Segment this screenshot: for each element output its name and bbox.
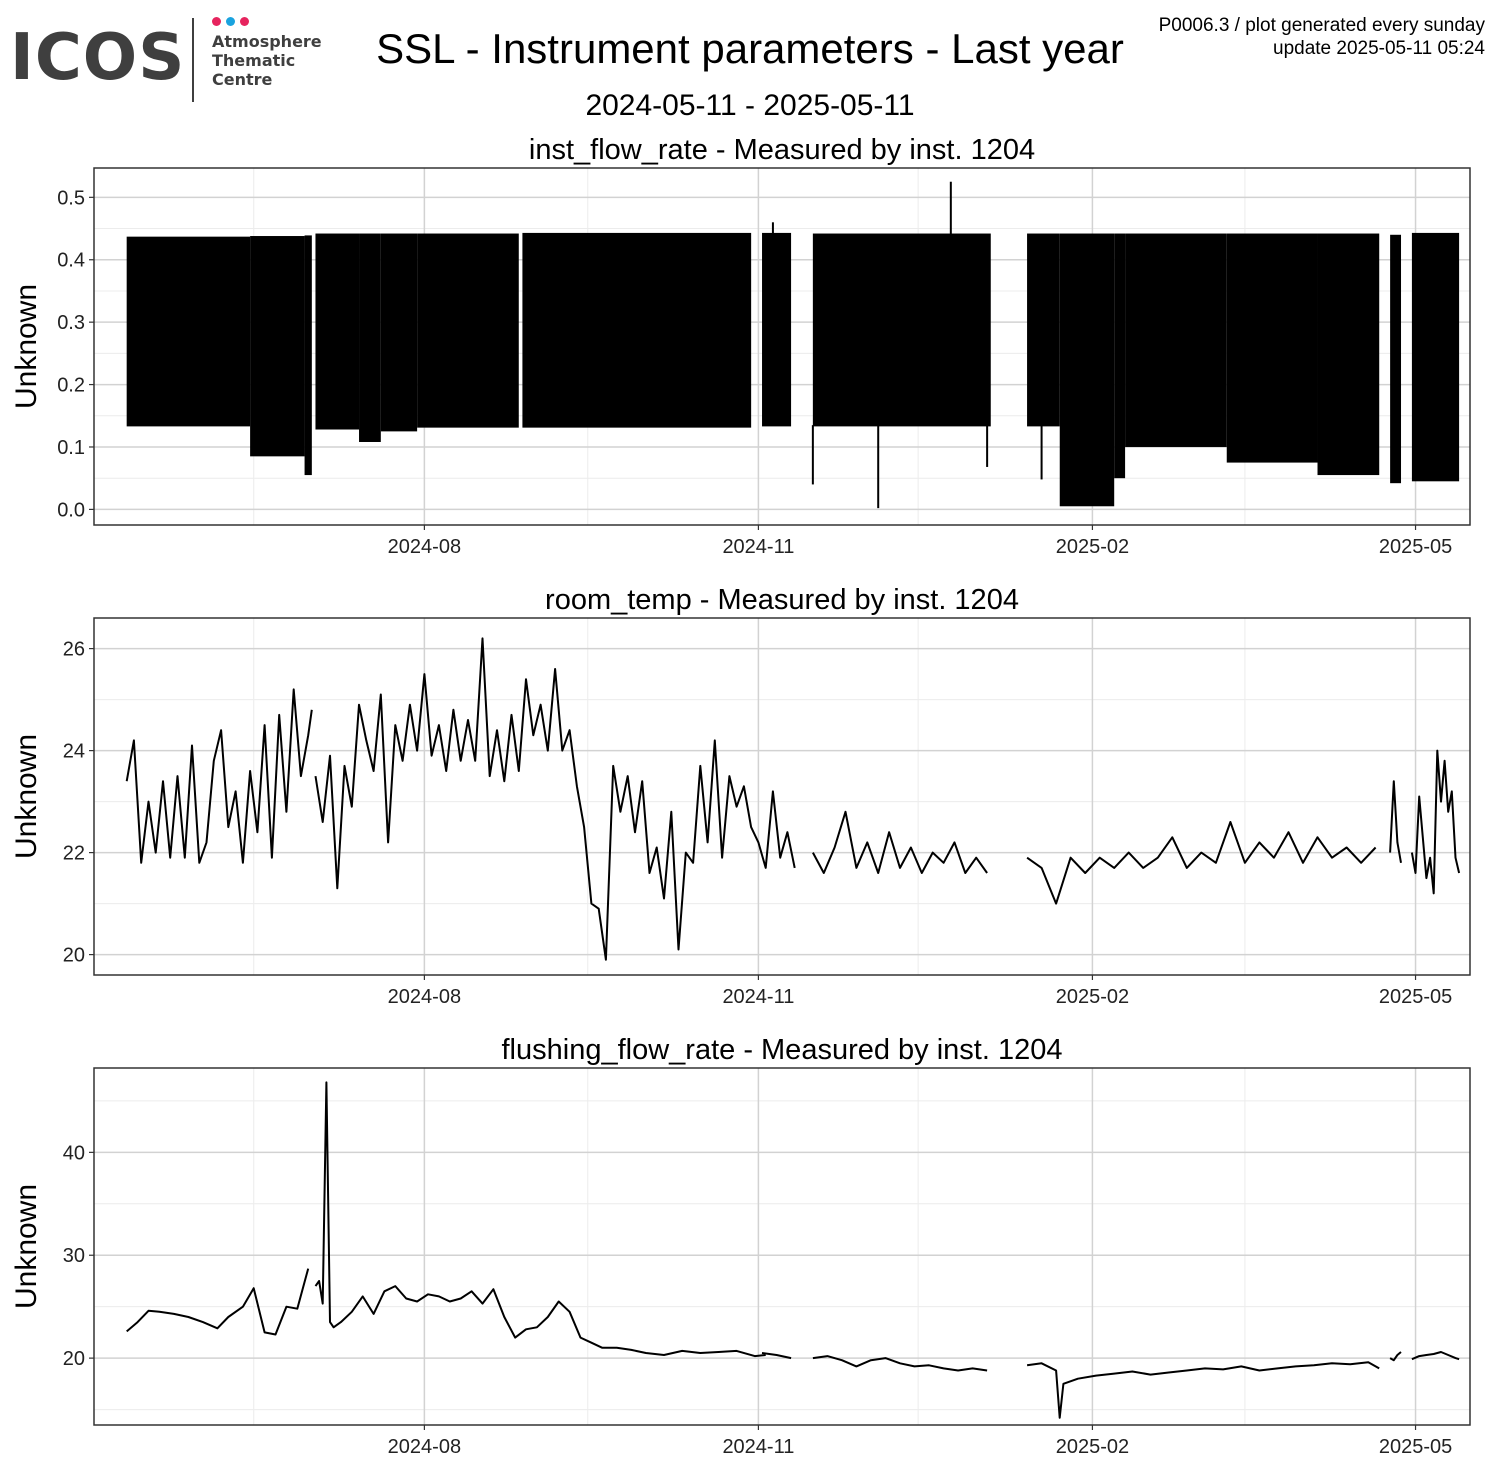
logo-text-line-1: Atmosphere bbox=[212, 32, 322, 51]
x-tick-label: 2024-08 bbox=[388, 536, 461, 558]
y-tick-label: 20 bbox=[63, 945, 85, 967]
y-tick-label: 0.5 bbox=[57, 187, 85, 209]
x-tick-label: 2025-02 bbox=[1056, 536, 1129, 558]
flow-band-segment bbox=[250, 236, 305, 457]
flow-band-segment bbox=[1059, 233, 1115, 507]
y-tick-label: 0.2 bbox=[57, 375, 85, 397]
chart-panel-1: 0.0 0.1 0.2 0.3 0.4 0.5 2024-08 2024-11 2025-02 2… bbox=[10, 134, 1471, 558]
flow-band-segment bbox=[1027, 233, 1060, 427]
logo-dot-1 bbox=[212, 17, 221, 26]
y-tick-label: 26 bbox=[63, 639, 85, 661]
chart-panel-3: 20 30 40 2024-08 2024-11 2025-02 2025-05 flushi… bbox=[10, 1034, 1471, 1458]
series-line-segment bbox=[314, 637, 796, 961]
flow-band-segment bbox=[812, 233, 991, 427]
y-tick-label: 0.0 bbox=[57, 499, 85, 521]
y-tick-label: 0.4 bbox=[57, 250, 85, 272]
flow-band-segment bbox=[359, 233, 381, 442]
series-line-segment bbox=[1389, 780, 1402, 863]
date-range-subtitle: 2024-05-11 - 2025-05-11 bbox=[585, 89, 915, 122]
chart-panel-2: 20 22 24 26 2024-08 2024-11 2025-02 2025-05 room… bbox=[10, 584, 1471, 1008]
panel-border bbox=[93, 1067, 1471, 1426]
update-time-line: update 2025-05-11 05:24 bbox=[1273, 38, 1485, 59]
x-tick-label: 2025-05 bbox=[1379, 1436, 1452, 1458]
panel-border bbox=[93, 167, 1471, 526]
flow-band-segment bbox=[1317, 233, 1380, 476]
x-tick-label: 2025-05 bbox=[1379, 986, 1452, 1008]
panel-title: room_temp - Measured by inst. 1204 bbox=[545, 584, 1019, 616]
flow-band-segment bbox=[380, 233, 418, 432]
y-axis-title: Unknown bbox=[10, 734, 43, 859]
y-tick-label: 40 bbox=[63, 1142, 85, 1164]
x-tick-label: 2024-11 bbox=[722, 986, 794, 1008]
flow-band-segment bbox=[417, 233, 519, 428]
series-line-segment bbox=[1410, 749, 1461, 895]
page-title: SSL - Instrument parameters - Last year bbox=[376, 25, 1124, 72]
series-data bbox=[125, 637, 1461, 961]
y-axis-title: Unknown bbox=[10, 284, 43, 409]
y-tick-label: 20 bbox=[63, 1348, 85, 1370]
series-line-segment bbox=[1026, 1361, 1380, 1419]
y-tick-label: 22 bbox=[63, 843, 85, 865]
series-data bbox=[126, 1081, 1460, 1419]
flow-band-segment bbox=[762, 232, 792, 427]
logo-text-line-3: Centre bbox=[212, 70, 273, 89]
logo-wordmark: ICOS bbox=[10, 21, 186, 95]
generation-info: P0006.3 / plot generated every sunday up… bbox=[1159, 14, 1485, 60]
series-line-segment bbox=[812, 1355, 988, 1372]
x-tick-label: 2024-11 bbox=[722, 1436, 794, 1458]
series-line-segment bbox=[1026, 821, 1377, 905]
x-tick-label: 2024-11 bbox=[722, 536, 794, 558]
logo-divider bbox=[192, 18, 194, 102]
flow-band-segment bbox=[126, 236, 251, 427]
flow-band-segment bbox=[522, 232, 752, 428]
flow-band-segment bbox=[1411, 232, 1460, 482]
plot-id-line: P0006.3 / plot generated every sunday bbox=[1158, 15, 1485, 36]
logo-text-line-2: Thematic bbox=[212, 51, 296, 70]
flow-band-segment bbox=[315, 233, 360, 430]
x-tick-label: 2025-05 bbox=[1379, 536, 1452, 558]
x-tick-label: 2025-02 bbox=[1056, 1436, 1129, 1458]
series-data bbox=[126, 181, 1460, 509]
y-tick-label: 30 bbox=[63, 1245, 85, 1267]
series-line-segment bbox=[126, 1268, 310, 1336]
x-tick-label: 2024-08 bbox=[388, 1436, 461, 1458]
icos-logo: ICOS Atmosphere Thematic Centre bbox=[10, 12, 322, 107]
y-tick-label: 24 bbox=[63, 741, 85, 763]
plot-background bbox=[94, 618, 1470, 975]
flow-band-segment bbox=[304, 235, 312, 476]
x-tick-label: 2025-02 bbox=[1056, 986, 1129, 1008]
y-tick-label: 0.1 bbox=[57, 437, 85, 459]
logo-dot-2 bbox=[226, 17, 235, 26]
y-axis-title: Unknown bbox=[10, 1184, 43, 1309]
logo-dot-3 bbox=[240, 17, 249, 26]
panel-title: inst_flow_rate - Measured by inst. 1204 bbox=[529, 134, 1035, 166]
y-tick-label: 0.3 bbox=[57, 312, 85, 334]
x-tick-label: 2024-08 bbox=[388, 986, 461, 1008]
series-line-segment bbox=[812, 810, 988, 874]
series-line-segment bbox=[1389, 1351, 1402, 1362]
series-line-segment bbox=[314, 1081, 766, 1358]
series-line-segment bbox=[761, 1352, 792, 1360]
panel-title: flushing_flow_rate - Measured by inst. 1… bbox=[502, 1034, 1063, 1066]
flow-band-segment bbox=[1226, 233, 1318, 463]
flow-band-segment bbox=[1114, 233, 1126, 479]
series-line-segment bbox=[1411, 1351, 1460, 1361]
flow-band-segment bbox=[1125, 233, 1227, 447]
flow-band-segment bbox=[1390, 234, 1402, 484]
series-line-segment bbox=[125, 688, 313, 864]
panel-border bbox=[93, 617, 1471, 976]
plot-background bbox=[94, 1068, 1470, 1425]
